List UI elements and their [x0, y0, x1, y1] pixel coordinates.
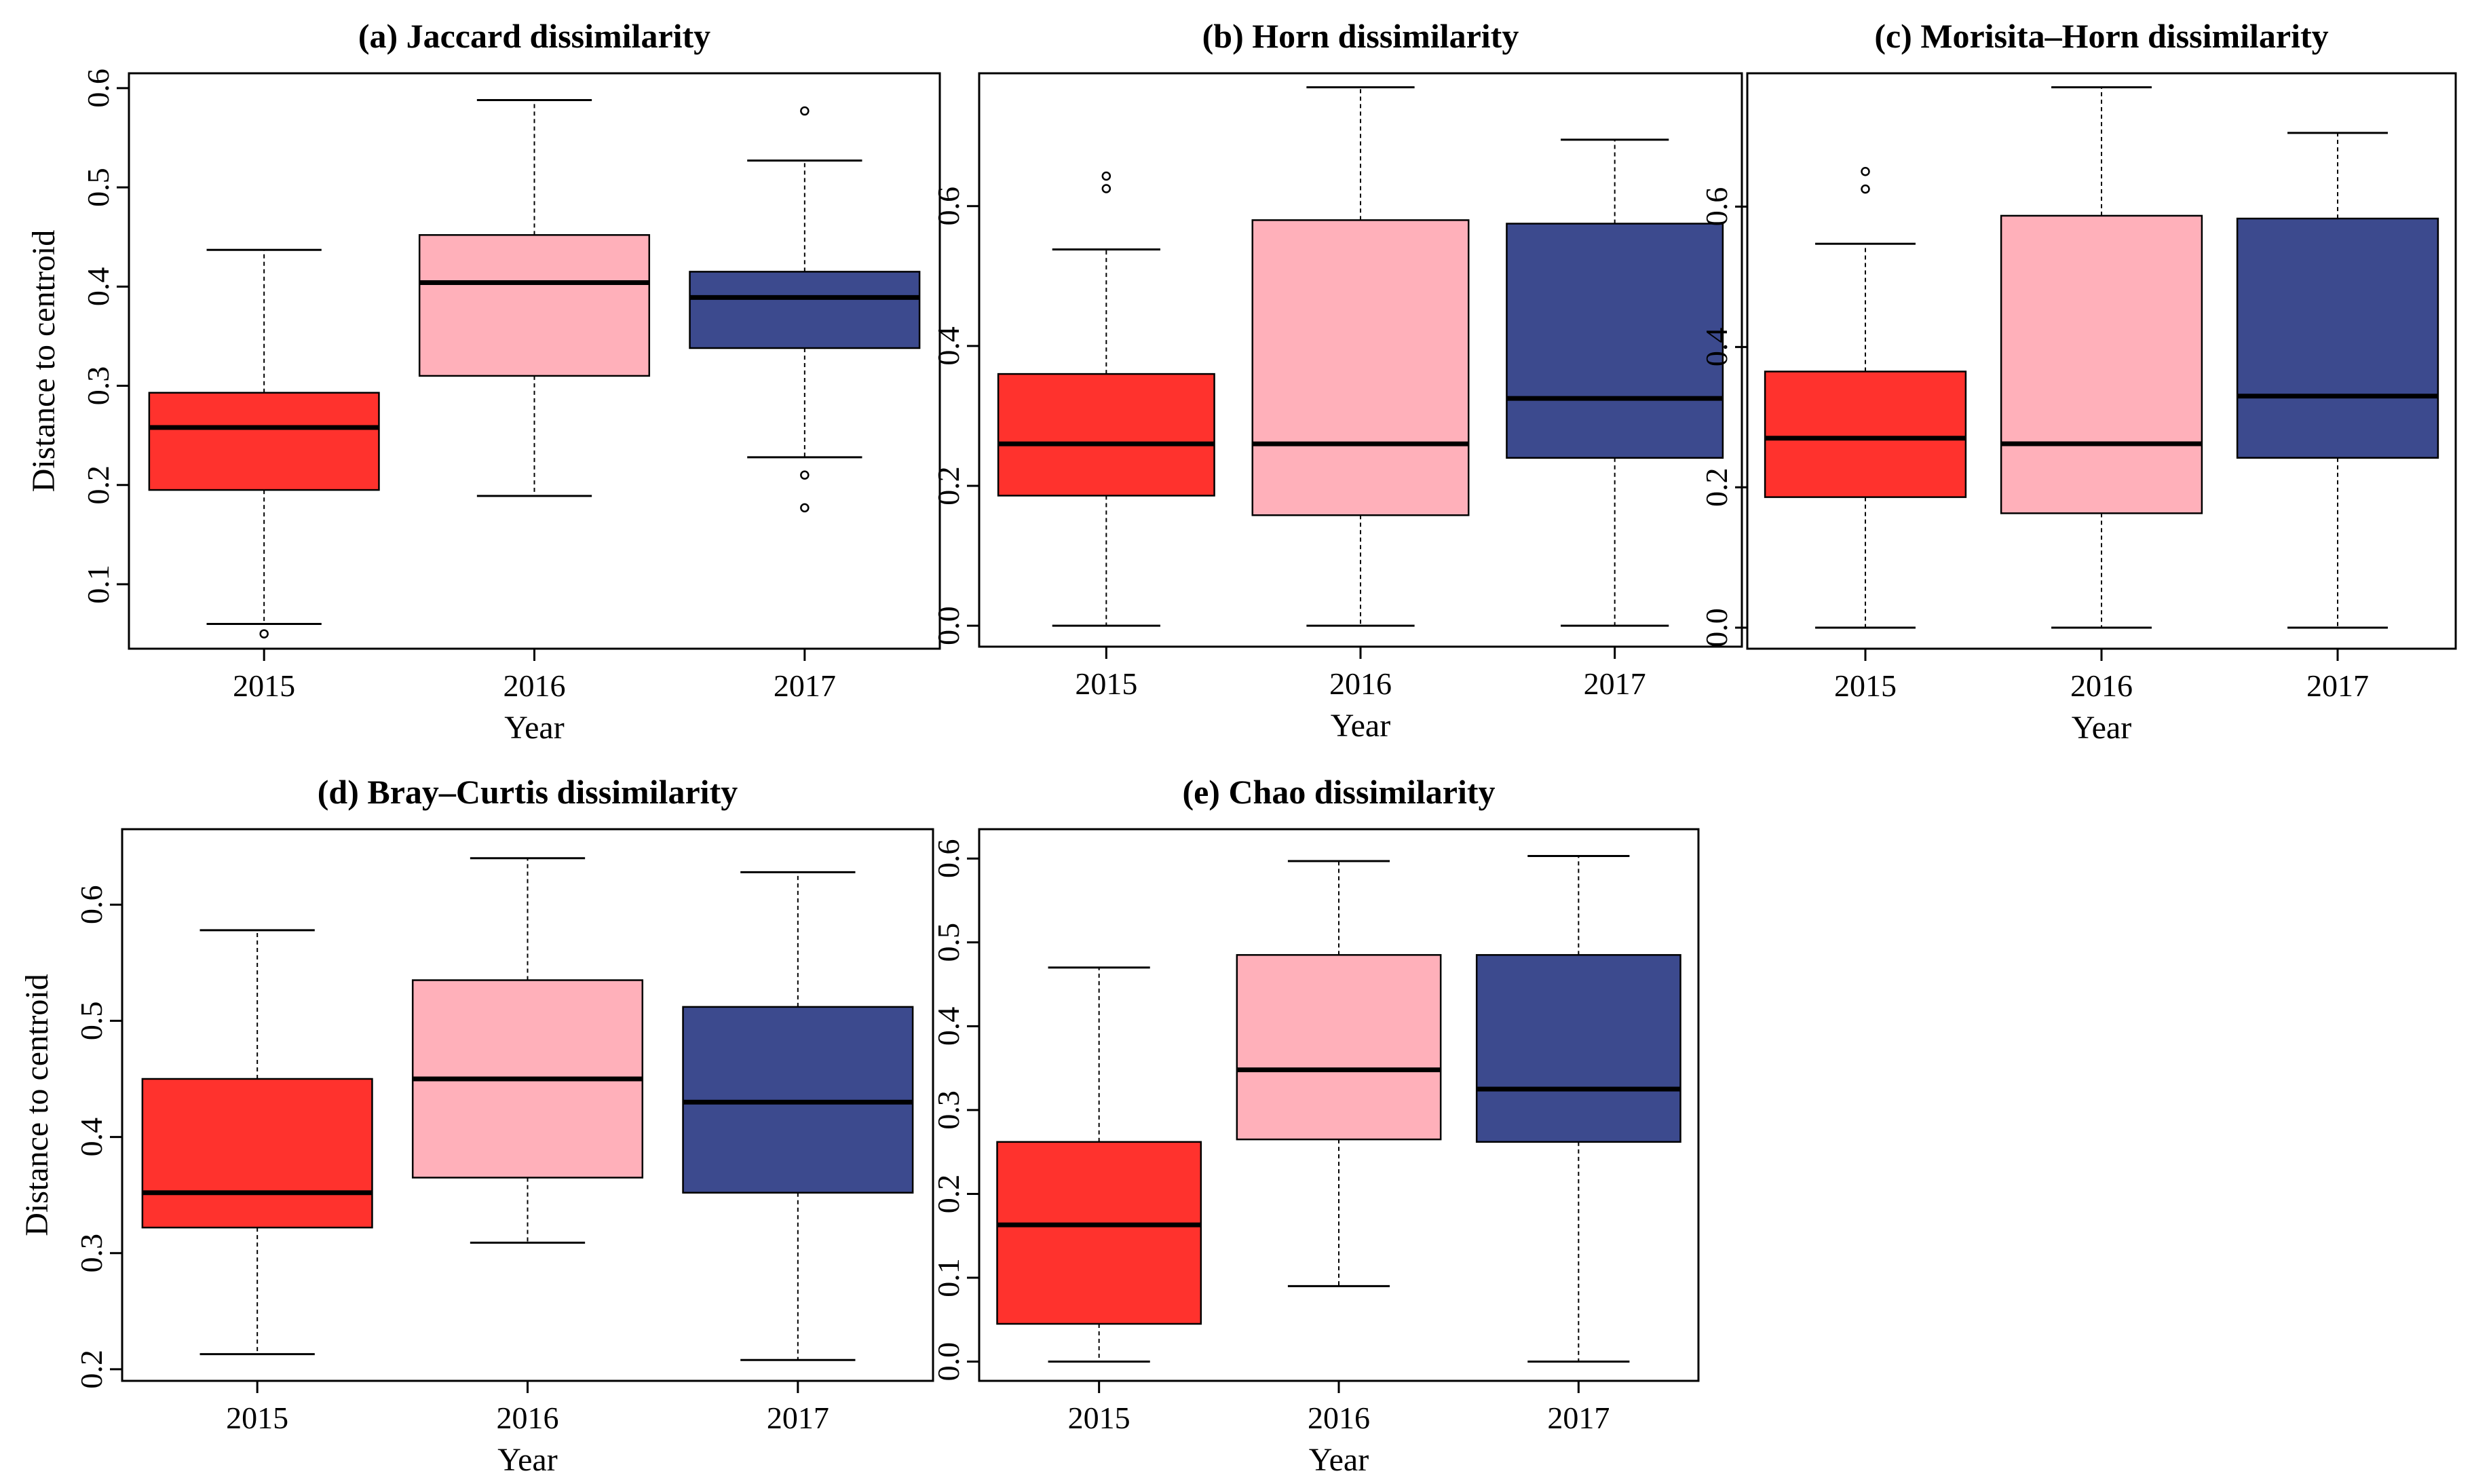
- x-axis-label: Year: [1309, 1442, 1369, 1478]
- y-tick-label: 0.4: [1699, 328, 1734, 367]
- outlier-point: [259, 629, 269, 639]
- y-tick-label: 0.0: [931, 1342, 966, 1382]
- box-2017: [2236, 132, 2439, 629]
- box-2015: [148, 248, 380, 639]
- y-tick-label: 0.6: [74, 886, 109, 925]
- outlier-point: [1861, 184, 1870, 194]
- iqr-box: [1475, 954, 1681, 1143]
- panel-title: (c) Morisita–Horn dissimilarity: [1874, 17, 2328, 55]
- y-tick-label: 0.3: [74, 1234, 109, 1273]
- y-tick-label: 0.6: [81, 69, 115, 108]
- y-tick-label: 0.2: [74, 1350, 109, 1389]
- y-tick-label: 0.0: [931, 606, 966, 645]
- iqr-box: [996, 1141, 1202, 1325]
- box-2017: [1506, 138, 1724, 627]
- y-tick-label: 0.3: [81, 366, 115, 406]
- panel-title: (d) Bray–Curtis dissimilarity: [318, 773, 738, 811]
- x-tick-label: 2015: [1075, 666, 1137, 701]
- x-axis-label: Year: [2072, 710, 2131, 746]
- outlier-point: [1101, 184, 1111, 193]
- iqr-box: [1236, 954, 1442, 1141]
- y-axis-label: Distance to centroid: [19, 974, 55, 1236]
- x-tick-label: 2016: [2070, 668, 2133, 703]
- panel-4: (d) Bray–Curtis dissimilarity 0.2 0.3 0.4 0.…: [19, 773, 934, 1478]
- x-tick-label: 2017: [1547, 1401, 1610, 1435]
- box-2015: [141, 929, 373, 1356]
- iqr-box: [2236, 217, 2439, 459]
- outlier-point: [1861, 167, 1870, 176]
- y-tick-label: 0.5: [81, 168, 115, 207]
- y-tick-label: 0.2: [931, 1175, 966, 1214]
- x-axis-label: Year: [497, 1442, 557, 1478]
- x-tick-label: 2016: [497, 1401, 559, 1435]
- x-axis-label: Year: [1331, 708, 1390, 744]
- box-2016: [2000, 86, 2203, 629]
- y-tick-label: 0.4: [931, 326, 966, 366]
- box-2015: [996, 966, 1202, 1363]
- x-tick-label: 2017: [774, 668, 836, 703]
- box-2017: [1475, 855, 1681, 1363]
- y-tick-label: 0.6: [931, 839, 966, 878]
- iqr-box: [141, 1078, 373, 1229]
- x-tick-label: 2016: [1308, 1401, 1370, 1435]
- box-2017: [689, 106, 921, 513]
- x-tick-label: 2017: [1584, 666, 1646, 701]
- y-tick-label: 0.6: [1699, 187, 1734, 227]
- y-tick-label: 0.5: [74, 1002, 109, 1041]
- box-2016: [418, 98, 651, 497]
- x-tick-label: 2017: [2306, 668, 2369, 703]
- panel-title: (b) Horn dissimilarity: [1202, 17, 1519, 55]
- y-axis-label: Distance to centroid: [26, 230, 62, 493]
- y-tick-label: 0.2: [931, 466, 966, 506]
- outlier-point: [800, 470, 810, 480]
- x-tick-label: 2015: [1834, 668, 1897, 703]
- outlier-point: [800, 106, 810, 116]
- iqr-box: [1506, 223, 1724, 459]
- iqr-box: [1251, 219, 1470, 516]
- box-2016: [411, 857, 644, 1244]
- panel-5: (e) Chao dissimilarity 0.0 0.1 0.2 0.3 0.4 0.5…: [931, 773, 1700, 1478]
- iqr-box: [1764, 370, 1967, 498]
- box-2017: [682, 871, 914, 1361]
- iqr-box: [148, 392, 380, 491]
- y-tick-label: 0.4: [74, 1118, 109, 1157]
- panel-2: (b) Horn dissimilarity 0.0 0.2 0.4 0.6 2015 20…: [931, 17, 1743, 744]
- y-tick-label: 0.4: [931, 1007, 966, 1046]
- panel-1: (a) Jaccard dissimilarity 0.1 0.2 0.3 0.4 0.5…: [26, 17, 941, 746]
- box-2015: [997, 171, 1215, 627]
- panel-title: (e) Chao dissimilarity: [1182, 773, 1495, 811]
- iqr-box: [418, 234, 651, 377]
- y-tick-label: 0.6: [931, 187, 966, 226]
- y-tick-label: 0.0: [1699, 608, 1734, 647]
- y-tick-label: 0.3: [931, 1090, 966, 1130]
- x-tick-label: 2015: [233, 668, 295, 703]
- y-tick-label: 0.5: [931, 923, 966, 962]
- iqr-box: [2000, 214, 2203, 514]
- x-tick-label: 2015: [1068, 1401, 1130, 1435]
- iqr-box: [997, 373, 1215, 497]
- y-tick-label: 0.4: [81, 267, 115, 307]
- outlier-point: [800, 503, 810, 513]
- box-2016: [1236, 860, 1442, 1287]
- y-tick-label: 0.2: [81, 465, 115, 505]
- iqr-box: [689, 271, 921, 349]
- x-tick-label: 2016: [503, 668, 566, 703]
- x-axis-label: Year: [504, 710, 564, 746]
- outlier-point: [1101, 171, 1111, 181]
- y-tick-label: 0.1: [931, 1258, 966, 1297]
- y-tick-label: 0.1: [81, 565, 115, 604]
- panel-3: (c) Morisita–Horn dissimilarity 0.0 0.2 0.4…: [1699, 17, 2457, 746]
- y-tick-label: 0.2: [1699, 468, 1734, 507]
- panel-title: (a) Jaccard dissimilarity: [358, 17, 710, 55]
- x-tick-label: 2015: [226, 1401, 288, 1435]
- x-tick-label: 2017: [767, 1401, 829, 1435]
- box-2015: [1764, 167, 1967, 629]
- x-tick-label: 2016: [1329, 666, 1392, 701]
- box-2016: [1251, 86, 1470, 627]
